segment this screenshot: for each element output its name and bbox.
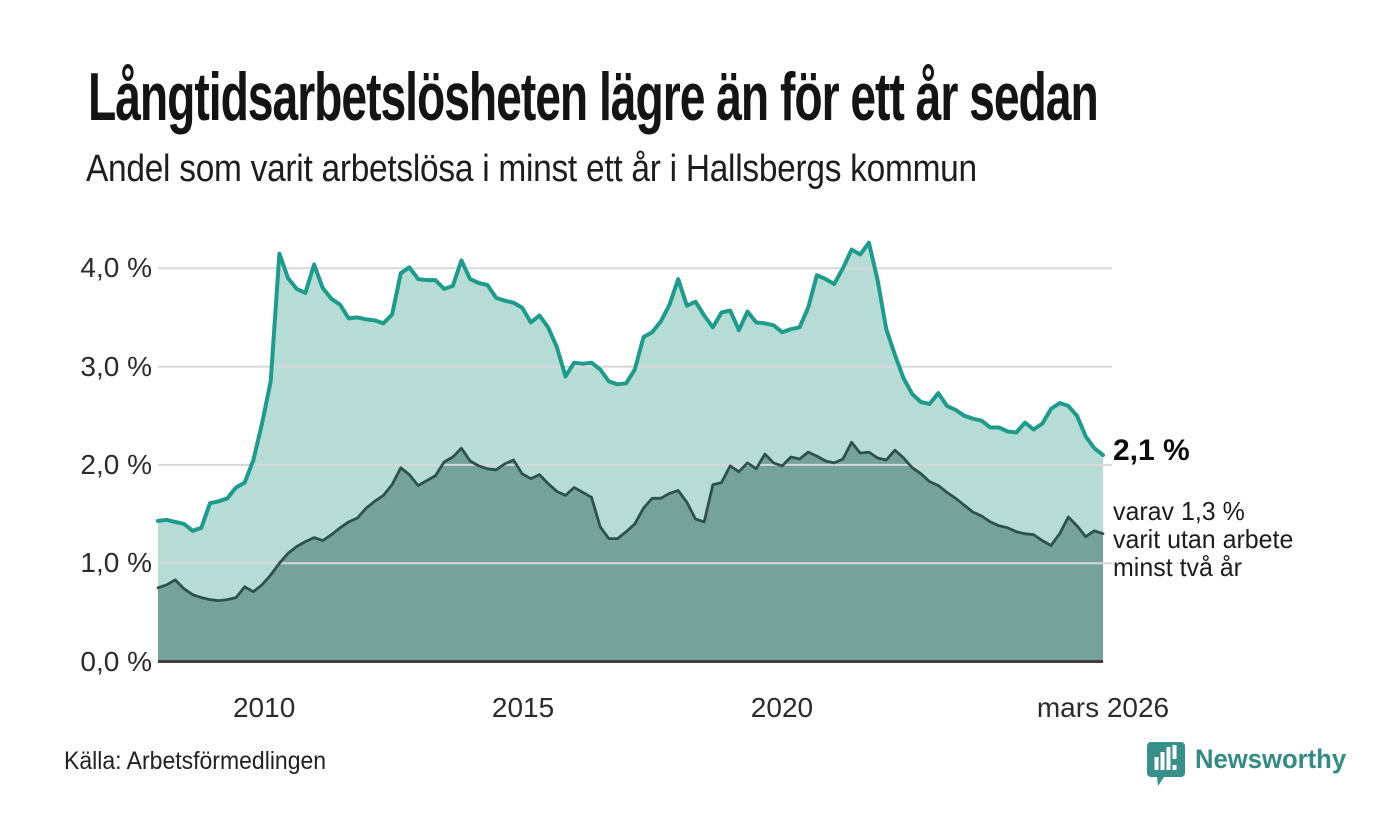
source-note: Källa: Arbetsförmedlingen: [64, 747, 327, 775]
y-tick-label: 3,0 %: [80, 350, 152, 382]
series-line-1: [156, 440, 1105, 602]
x-tick-label: mars 2026: [1036, 692, 1170, 723]
page-title: Långtidsarbetslösheten lägre än för ett …: [88, 59, 1099, 135]
y-tick-label: 2,0 %: [80, 448, 152, 480]
page-subtitle: Andel som varit arbetslösa i minst ett å…: [86, 148, 977, 190]
y-tick-label: 1,0 %: [80, 547, 152, 579]
series-fill-1: [158, 442, 1103, 662]
end-value-subline: varav 1,3 %: [1113, 496, 1245, 526]
newsworthy-wordmark: Newsworthy: [1195, 744, 1347, 774]
y-tick-label: 4,0 %: [80, 252, 152, 284]
series-line-0: [156, 240, 1105, 533]
x-tick-label: 2015: [491, 692, 555, 723]
end-value-sublabel: varav 1,3 % varit utan arbete minst två …: [1113, 497, 1293, 581]
end-value-subline: minst två år: [1113, 552, 1242, 582]
newsworthy-logo: Newsworthy: [1146, 741, 1354, 791]
end-value-label: 2,1 %: [1113, 434, 1190, 467]
x-tick-label: 2010: [232, 692, 296, 723]
x-tick-label: 2020: [750, 692, 814, 723]
chart-area-fills: [158, 242, 1103, 662]
newsworthy-bar-chart-icon: [1147, 742, 1185, 786]
y-tick-label: 0,0 %: [80, 645, 152, 677]
chart-series-lines: [156, 240, 1105, 602]
end-value-subline: varit utan arbete: [1113, 524, 1294, 554]
